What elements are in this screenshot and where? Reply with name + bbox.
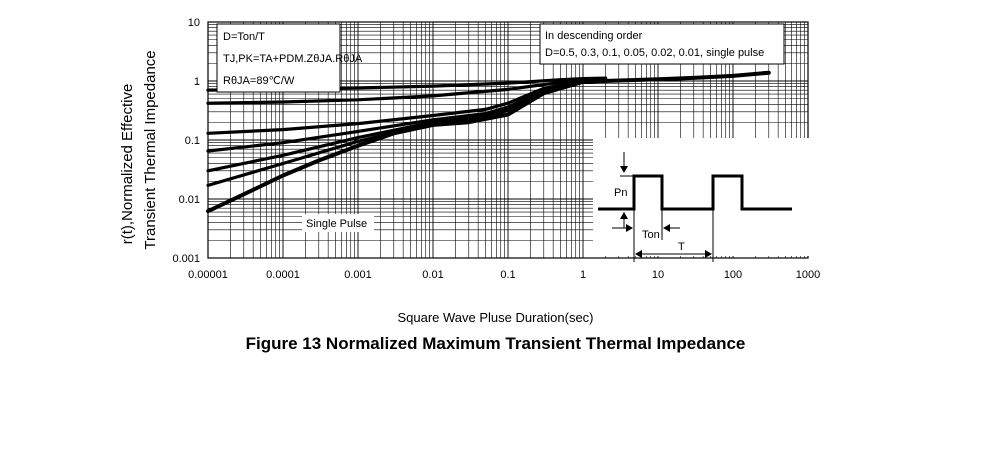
formula-box: D=Ton/T TJ,PK=TA+PDM.ZθJA.RθJA RθJA=89℃/…: [216, 23, 363, 93]
figure-title: Figure 13 Normalized Maximum Transient T…: [245, 334, 746, 353]
inset-pn: Pn: [614, 187, 627, 199]
formula-d: D=Ton/T: [223, 31, 265, 43]
y-tick-label: 0.1: [185, 135, 200, 147]
x-tick-label: 10: [652, 269, 664, 281]
x-tick-label: 0.0001: [266, 269, 300, 281]
x-tick-label: 0.01: [422, 269, 443, 281]
inset-ton: Ton: [642, 229, 660, 241]
y-axis-label-line2: Transient Thermal Impedance: [142, 50, 159, 249]
order-line2: D=0.5, 0.3, 0.1, 0.05, 0.02, 0.01, singl…: [545, 47, 764, 59]
x-axis-label: Square Wave Pluse Duration(sec): [397, 310, 594, 325]
formula-r: RθJA=89℃/W: [223, 75, 295, 87]
x-tick-label: 1: [580, 269, 586, 281]
ticklabel-layer: 0.00001 0.0001 0.001 0.01 0.1 1 10 100 1000 0.001…: [172, 17, 820, 281]
x-tick-label: 100: [724, 269, 742, 281]
order-box: In descending order D=0.5, 0.3, 0.1, 0.0…: [539, 23, 785, 65]
pulse-waveform-line: [598, 174, 792, 211]
inset-waveform: Pn Ton T: [593, 138, 810, 262]
single-pulse-label: Single Pulse: [306, 218, 367, 230]
y-tick-label: 1: [194, 76, 200, 88]
y-tick-label: 10: [188, 17, 200, 29]
order-line1: In descending order: [545, 30, 643, 42]
single-pulse-label-box: Single Pulse: [302, 214, 374, 232]
y-tick-label: 0.01: [179, 194, 200, 206]
y-tick-label: 0.001: [172, 253, 200, 265]
series-line-single-pulse: [206, 70, 771, 214]
x-tick-label: 0.1: [500, 269, 515, 281]
inset-t: T: [678, 241, 685, 253]
y-axis-label-line1: r(t),Normalized Effective: [119, 84, 136, 245]
x-tick-label: 0.001: [344, 269, 372, 281]
formula-tj: TJ,PK=TA+PDM.ZθJA.RθJA: [223, 53, 363, 65]
x-tick-label: 1000: [796, 269, 820, 281]
x-tick-label: 0.00001: [188, 269, 228, 281]
